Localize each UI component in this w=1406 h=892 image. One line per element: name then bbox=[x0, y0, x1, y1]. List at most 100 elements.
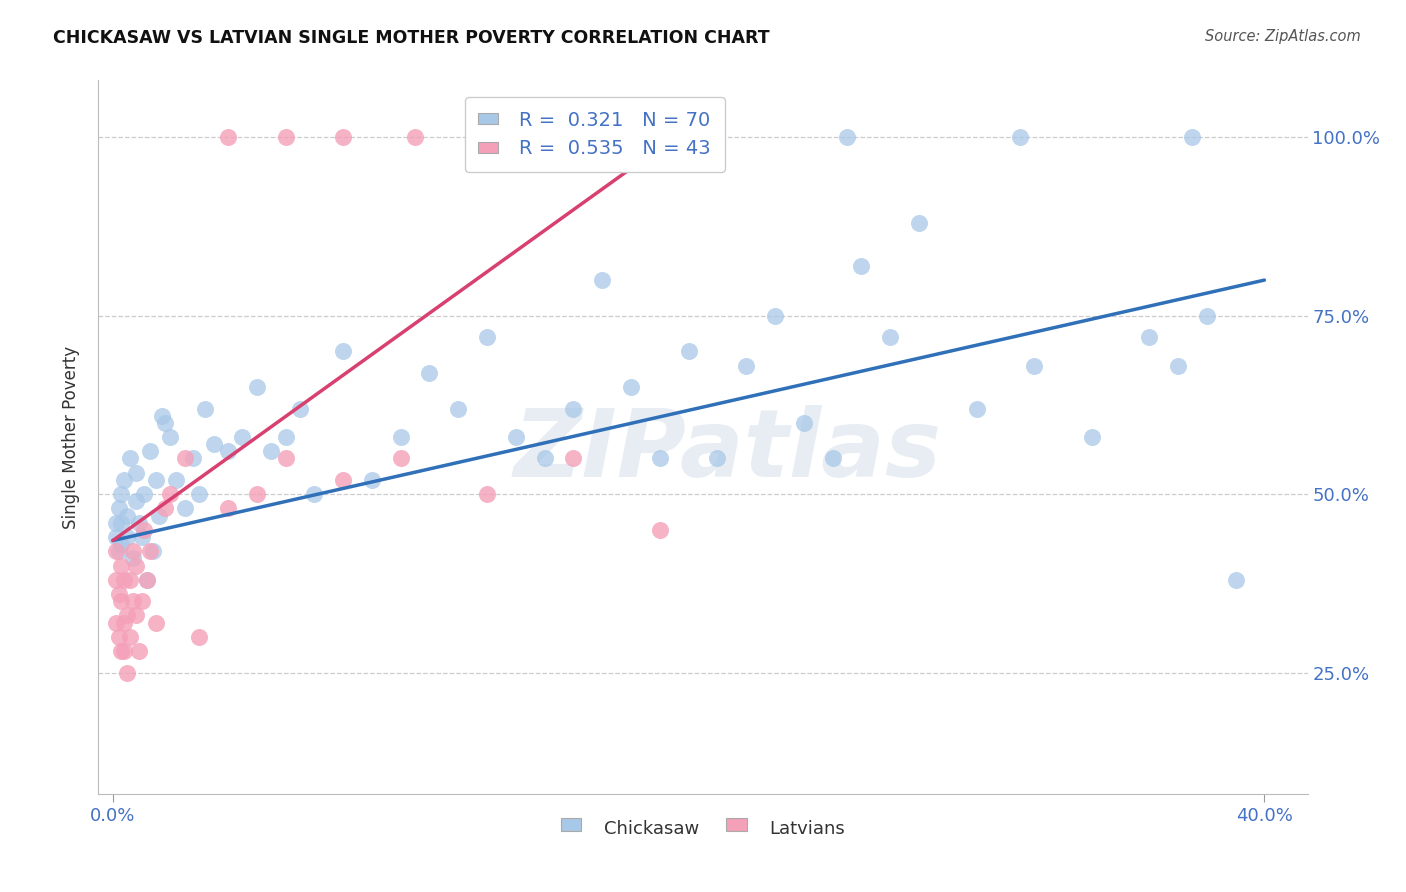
Point bbox=[120, 451, 142, 466]
Point bbox=[110, 487, 132, 501]
Point bbox=[142, 544, 165, 558]
Point bbox=[821, 451, 844, 466]
Point bbox=[519, 130, 541, 145]
Point bbox=[165, 473, 187, 487]
Point bbox=[1195, 309, 1218, 323]
Point bbox=[735, 359, 758, 373]
Point bbox=[104, 530, 127, 544]
Point bbox=[1137, 330, 1160, 344]
Point bbox=[304, 487, 326, 501]
Point bbox=[120, 630, 142, 644]
Point bbox=[104, 516, 127, 530]
Point bbox=[148, 508, 170, 523]
Point bbox=[139, 544, 162, 558]
Point bbox=[115, 608, 138, 623]
Point bbox=[115, 530, 138, 544]
Point bbox=[389, 451, 412, 466]
Point bbox=[389, 430, 412, 444]
Point bbox=[274, 451, 297, 466]
Point bbox=[125, 466, 148, 480]
Point bbox=[1225, 573, 1247, 587]
Point bbox=[153, 501, 176, 516]
Point bbox=[112, 644, 135, 658]
Point bbox=[966, 401, 988, 416]
Point bbox=[150, 409, 173, 423]
Point bbox=[110, 558, 132, 573]
Text: CHICKASAW VS LATVIAN SINGLE MOTHER POVERTY CORRELATION CHART: CHICKASAW VS LATVIAN SINGLE MOTHER POVER… bbox=[53, 29, 770, 46]
Point bbox=[110, 537, 132, 551]
Point bbox=[159, 487, 181, 501]
Point bbox=[139, 444, 162, 458]
Point bbox=[125, 608, 148, 623]
Point bbox=[274, 430, 297, 444]
Point bbox=[246, 380, 269, 394]
Point bbox=[475, 330, 498, 344]
Point bbox=[1008, 130, 1031, 145]
Point bbox=[122, 544, 145, 558]
Point bbox=[217, 501, 239, 516]
Point bbox=[110, 594, 132, 608]
Point bbox=[104, 573, 127, 587]
Point bbox=[332, 473, 354, 487]
Point bbox=[620, 380, 643, 394]
Point bbox=[418, 366, 440, 380]
Point bbox=[793, 416, 815, 430]
Point bbox=[145, 473, 167, 487]
Point bbox=[153, 416, 176, 430]
Y-axis label: Single Mother Poverty: Single Mother Poverty bbox=[62, 345, 80, 529]
Point bbox=[173, 451, 195, 466]
Text: ZIPatlas: ZIPatlas bbox=[513, 405, 941, 498]
Point bbox=[274, 130, 297, 145]
Point bbox=[188, 487, 211, 501]
Point bbox=[591, 273, 613, 287]
Text: Source: ZipAtlas.com: Source: ZipAtlas.com bbox=[1205, 29, 1361, 44]
Point bbox=[131, 594, 153, 608]
Point bbox=[648, 523, 671, 537]
Point bbox=[107, 544, 129, 558]
Point bbox=[110, 516, 132, 530]
Point bbox=[131, 530, 153, 544]
Point bbox=[107, 630, 129, 644]
Point bbox=[120, 573, 142, 587]
Point bbox=[562, 451, 585, 466]
Point bbox=[115, 508, 138, 523]
Point bbox=[562, 401, 585, 416]
Point bbox=[763, 309, 786, 323]
Point bbox=[194, 401, 217, 416]
Point bbox=[173, 501, 195, 516]
Point bbox=[128, 644, 150, 658]
Legend: Chickasaw, Latvians: Chickasaw, Latvians bbox=[554, 813, 852, 846]
Point bbox=[692, 130, 714, 145]
Point bbox=[134, 487, 156, 501]
Point bbox=[125, 558, 148, 573]
Point bbox=[288, 401, 311, 416]
Point bbox=[678, 344, 700, 359]
Point bbox=[112, 573, 135, 587]
Point bbox=[851, 259, 873, 273]
Point bbox=[115, 665, 138, 680]
Point bbox=[217, 130, 239, 145]
Point bbox=[159, 430, 181, 444]
Point bbox=[505, 430, 527, 444]
Point bbox=[134, 523, 156, 537]
Point bbox=[533, 451, 555, 466]
Point bbox=[104, 615, 127, 630]
Point bbox=[361, 473, 384, 487]
Point bbox=[332, 130, 354, 145]
Point bbox=[104, 544, 127, 558]
Point bbox=[447, 401, 470, 416]
Point bbox=[107, 501, 129, 516]
Point bbox=[1167, 359, 1189, 373]
Point bbox=[136, 573, 159, 587]
Point bbox=[112, 473, 135, 487]
Point bbox=[1181, 130, 1204, 145]
Point bbox=[404, 130, 426, 145]
Point bbox=[260, 444, 283, 458]
Point bbox=[648, 451, 671, 466]
Point bbox=[183, 451, 205, 466]
Point bbox=[122, 551, 145, 566]
Point bbox=[136, 573, 159, 587]
Point bbox=[125, 494, 148, 508]
Point bbox=[879, 330, 901, 344]
Point bbox=[122, 594, 145, 608]
